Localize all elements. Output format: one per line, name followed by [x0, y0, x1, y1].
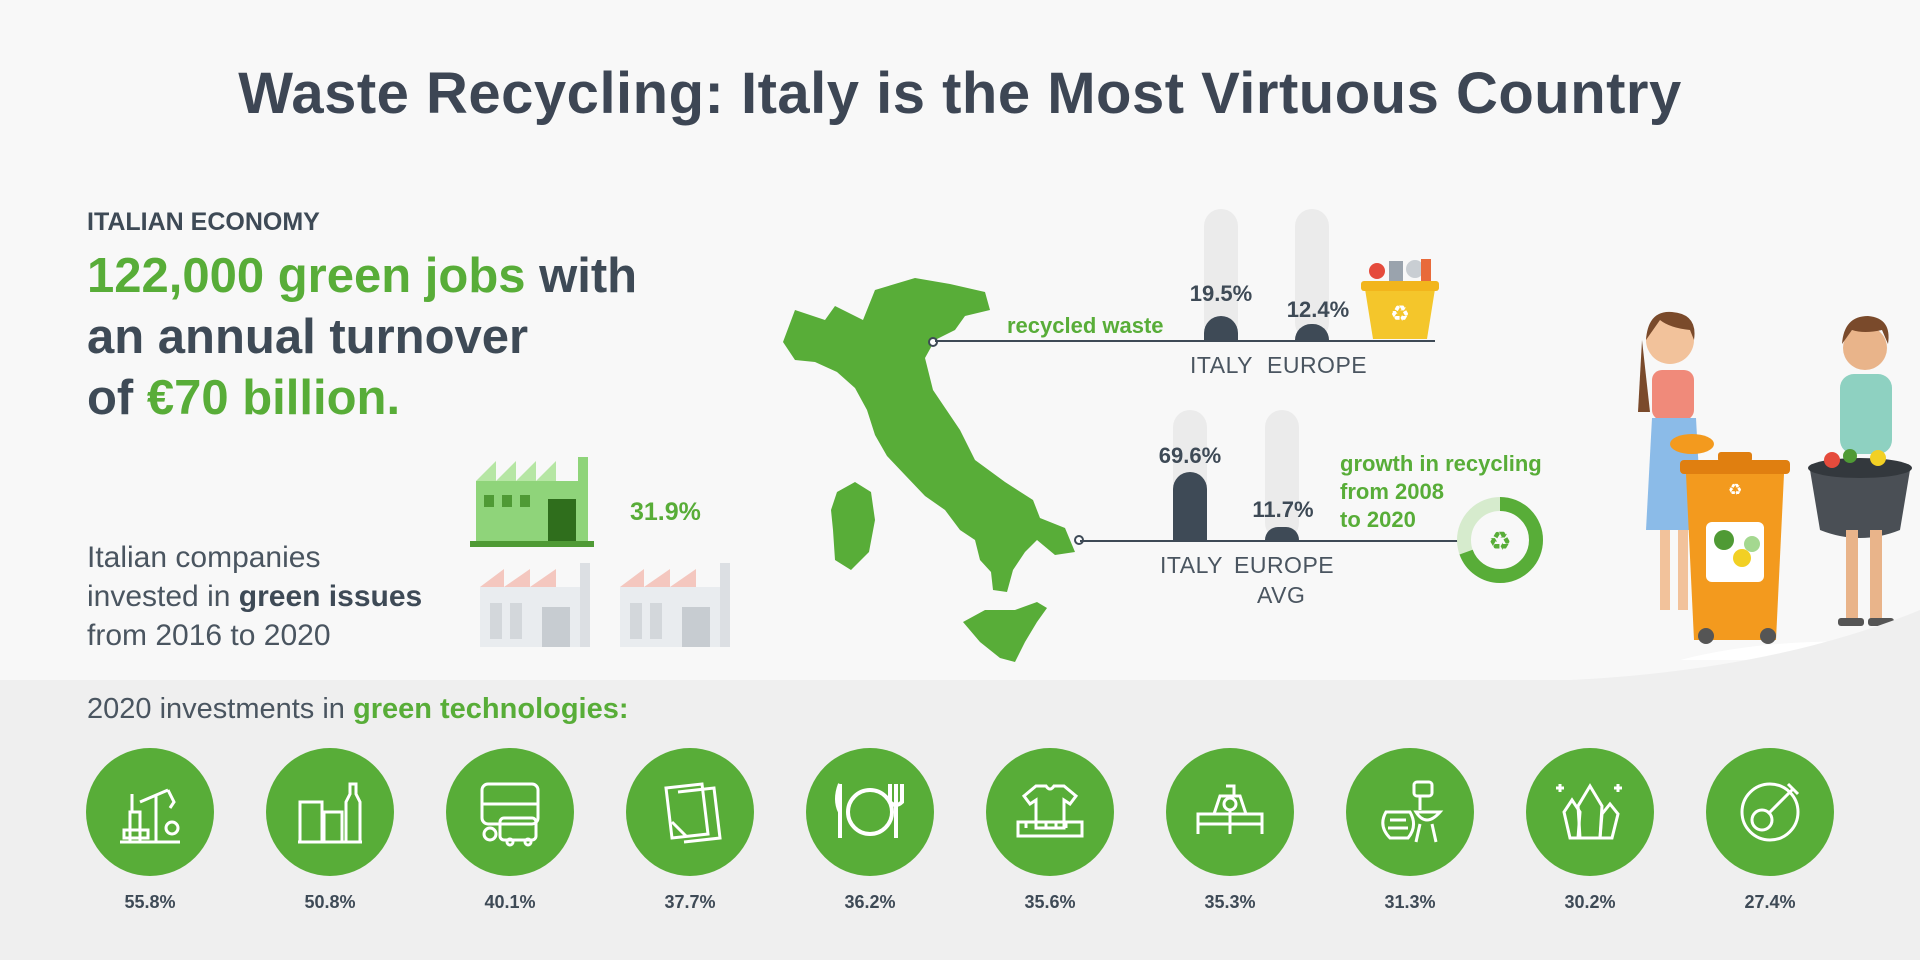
tech-circle: [806, 748, 934, 876]
tech-item: 27.4%: [1706, 748, 1834, 913]
tech-item: 35.6%: [986, 748, 1114, 913]
textile-icon: [1016, 784, 1084, 838]
recycled-europe-label: EUROPE: [1267, 352, 1368, 378]
crystals-icon: [1556, 783, 1622, 840]
tech-value: 40.1%: [484, 892, 536, 912]
companies-line-1: Italian companies: [87, 541, 321, 574]
tech-circle: [1166, 748, 1294, 876]
tech-value: 35.6%: [1024, 892, 1076, 912]
companies-line-2a: invested in: [87, 580, 239, 613]
growth-label-2: from 2008: [1340, 479, 1444, 504]
economy-headline: 122,000 green jobs with an annual turnov…: [87, 246, 707, 429]
tech-value: 37.7%: [664, 892, 716, 912]
band-curve: [1500, 610, 1920, 690]
economy-label: ITALIAN ECONOMY: [87, 208, 320, 236]
bottles-icon: [298, 782, 362, 844]
tech-circle: [1526, 748, 1654, 876]
recycled-italy-value: 19.5%: [1189, 281, 1253, 306]
turnover-value: €70 billion.: [146, 371, 401, 425]
growth-label-3: to 2020: [1340, 507, 1416, 532]
tech-item: 35.3%: [1166, 748, 1294, 913]
plate-cutlery-icon: [835, 783, 904, 838]
tech-value: 35.3%: [1204, 892, 1256, 912]
growth-italy-label: ITALY: [1160, 552, 1223, 578]
man-figure: [1808, 316, 1912, 626]
recycled-waste-label: recycled waste: [1007, 313, 1164, 338]
tech-value: 50.8%: [304, 892, 356, 912]
italy-map: [783, 278, 1084, 662]
factory-grey-icon-2: [620, 563, 730, 647]
tech-value: 55.8%: [124, 892, 176, 912]
tech-circle: [86, 748, 214, 876]
orange-bin-icon: ♻: [1680, 452, 1790, 644]
companies-line-2b: green issues: [238, 580, 423, 613]
growth-label: growth in recycling from 2008 to 2020: [1340, 450, 1542, 534]
oil-pump-icon: [120, 788, 180, 844]
tech-value: 30.2%: [1564, 892, 1616, 912]
growth-line: [1080, 540, 1460, 542]
tech-value: 36.2%: [844, 892, 896, 912]
vehicles-icon: [480, 782, 540, 847]
growth-italy-value: 69.6%: [1158, 443, 1222, 468]
tech-item: 31.3%: [1346, 748, 1474, 913]
pottery-grill-icon: [1381, 780, 1444, 843]
svg-text:♻: ♻: [1728, 480, 1742, 499]
growth-europe-label: EUROPE: [1234, 552, 1335, 578]
growth-europe-avg-label: AVG: [1257, 582, 1306, 608]
recycled-europe-value: 12.4%: [1286, 297, 1350, 322]
recycled-europe-bar-bg: [1295, 209, 1329, 340]
headline-of: of: [87, 371, 147, 425]
factory-green-icon: [470, 457, 594, 547]
tech-circle: [266, 748, 394, 876]
investments-title-2: green technologies:: [352, 693, 629, 725]
recycle-icon: ♻: [1488, 527, 1511, 557]
growth-italy-bar: [1173, 472, 1207, 540]
tech-item: 50.8%: [266, 748, 394, 913]
factories-illustration: [470, 457, 730, 647]
tech-item: 30.2%: [1526, 748, 1654, 913]
investments-title: 2020 investments in green technologies:: [87, 693, 629, 726]
green-jobs-text: 122,000 green jobs: [87, 249, 526, 303]
yellow-bin-icon: ♻: [1361, 259, 1439, 339]
page-title: Waste Recycling: Italy is the Most Virtu…: [238, 61, 1682, 126]
tech-item: 55.8%: [86, 748, 214, 913]
tech-item: 36.2%: [806, 748, 934, 913]
recycled-waste-line: [935, 340, 1435, 342]
headline-turnover: an annual turnover: [87, 310, 529, 364]
tech-circle: [986, 748, 1114, 876]
companies-percent: 31.9%: [630, 498, 701, 526]
investments-title-1: 2020 investments in: [87, 693, 353, 725]
machinery-icon: [1196, 784, 1264, 834]
tech-value: 27.4%: [1744, 892, 1796, 912]
svg-text:♻: ♻: [1390, 302, 1410, 327]
recycled-italy-bar: [1204, 316, 1238, 340]
growth-europe-bar: [1265, 527, 1299, 540]
growth-europe-bar-bg: [1265, 410, 1299, 540]
tech-value: 31.3%: [1384, 892, 1436, 912]
growth-donut: ♻: [1457, 497, 1543, 583]
companies-text: Italian companies invested in green issu…: [87, 538, 487, 655]
people-recycling-illustration: ♻: [1638, 311, 1920, 660]
recycled-italy-label: ITALY: [1190, 352, 1253, 378]
growth-europe-value: 11.7%: [1252, 497, 1314, 522]
companies-line-3: from 2016 to 2020: [87, 619, 331, 652]
tech-circle: [446, 748, 574, 876]
tech-item: 37.7%: [626, 748, 754, 913]
recycled-europe-bar: [1295, 324, 1329, 340]
headline-with: with: [525, 249, 638, 303]
factory-grey-icon-1: [480, 563, 590, 647]
growth-label-1: growth in recycling: [1340, 451, 1542, 476]
paper-icon: [664, 782, 722, 844]
tech-circle: [1346, 748, 1474, 876]
tech-item: 40.1%: [446, 748, 574, 913]
tech-circle: [626, 748, 754, 876]
tech-circle: [1706, 748, 1834, 876]
music-instruments-icon: [1740, 782, 1800, 842]
